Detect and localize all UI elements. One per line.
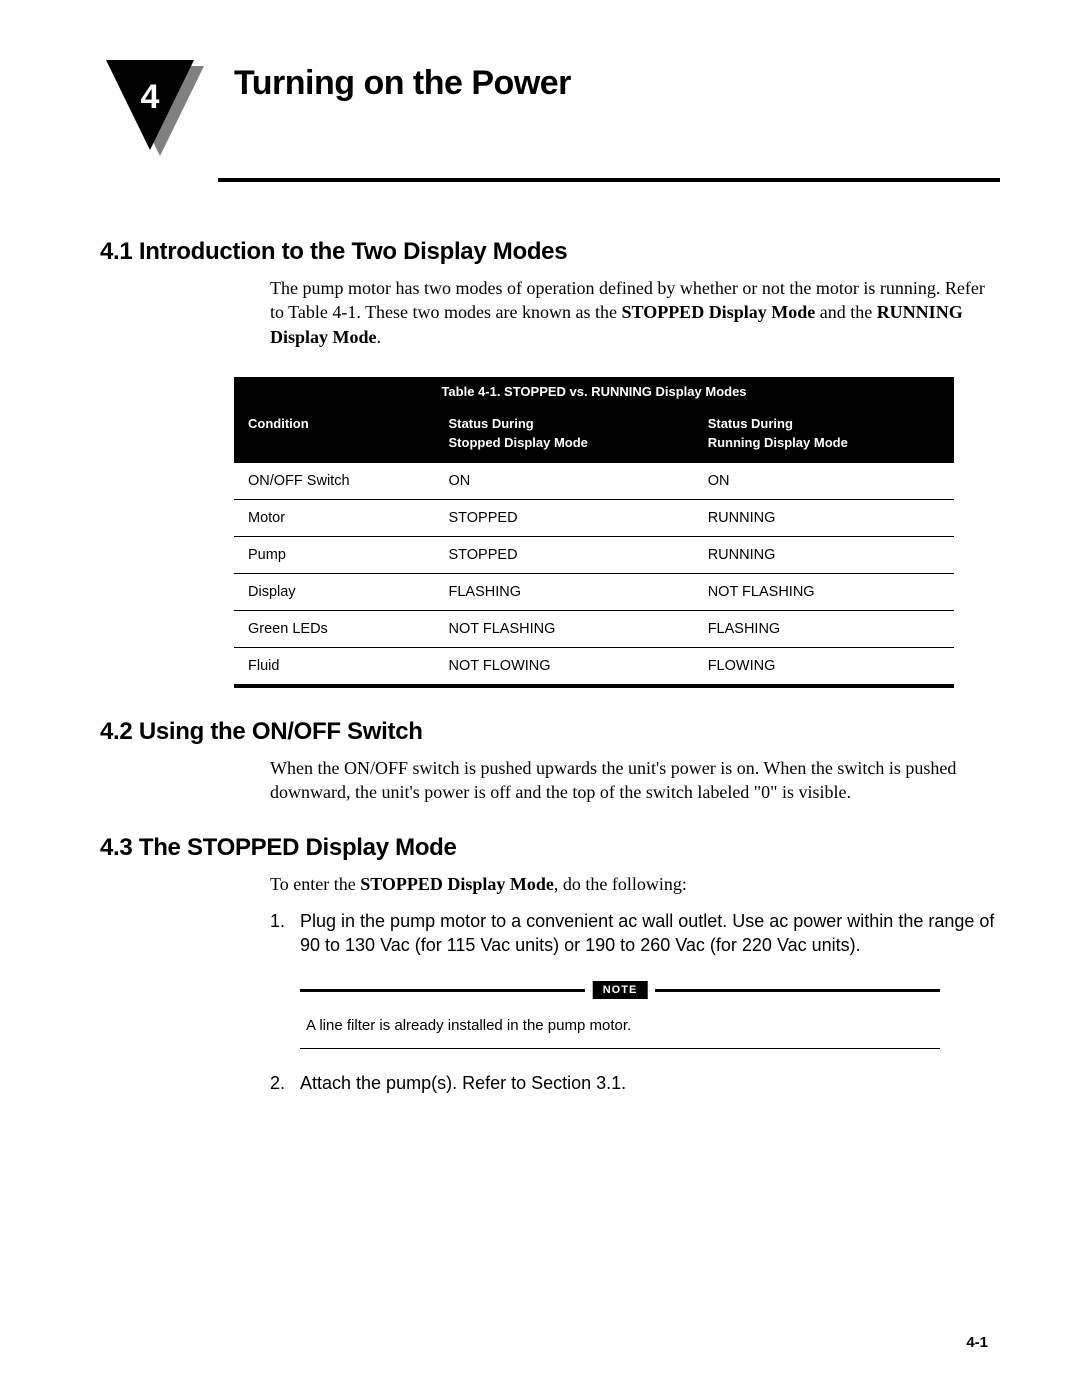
section-heading: 4.1 Introduction to the Two Display Mode… bbox=[100, 238, 1000, 266]
table-cell: RUNNING bbox=[694, 499, 954, 536]
section-4-2: 4.2 Using the ON/OFF Switch When the ON/… bbox=[100, 718, 1000, 805]
chapter-badge: 4 bbox=[100, 60, 210, 170]
note-box: NOTE A line filter is already installed … bbox=[300, 981, 940, 1049]
table-cell: STOPPED bbox=[435, 499, 694, 536]
text: Stopped Display Mode bbox=[449, 435, 588, 450]
chapter-number: 4 bbox=[100, 78, 200, 117]
page-number: 4-1 bbox=[966, 1334, 988, 1351]
table-caption: Table 4-1. STOPPED vs. RUNNING Display M… bbox=[234, 377, 954, 406]
table-row: MotorSTOPPEDRUNNING bbox=[234, 499, 954, 536]
table-header-cell: Status During Stopped Display Mode bbox=[435, 406, 694, 463]
text: Running Display Mode bbox=[708, 435, 848, 450]
table-cell: FLOWING bbox=[694, 647, 954, 686]
step-number: 2. bbox=[270, 1071, 300, 1095]
table-cell: FLASHING bbox=[435, 573, 694, 610]
text: Condition bbox=[248, 416, 309, 431]
text: To enter the bbox=[270, 874, 360, 894]
list-item: 1. Plug in the pump motor to a convenien… bbox=[270, 909, 1000, 958]
table-header-cell: Condition bbox=[234, 406, 435, 463]
table-cell: ON/OFF Switch bbox=[234, 463, 435, 500]
table-cell: ON bbox=[435, 463, 694, 500]
text-bold: STOPPED Display Mode bbox=[622, 302, 816, 322]
note-rule bbox=[300, 989, 585, 992]
section-heading: 4.3 The STOPPED Display Mode bbox=[100, 834, 1000, 862]
text-bold: STOPPED Display Mode bbox=[360, 874, 554, 894]
table-cell: NOT FLASHING bbox=[694, 573, 954, 610]
step-text: Attach the pump(s). Refer to Section 3.1… bbox=[300, 1071, 1000, 1095]
table-cell: ON bbox=[694, 463, 954, 500]
table-cell: Display bbox=[234, 573, 435, 610]
table-cell: Motor bbox=[234, 499, 435, 536]
text: . bbox=[377, 327, 382, 347]
table-cell: NOT FLOWING bbox=[435, 647, 694, 686]
header-rule bbox=[218, 178, 1000, 182]
section-paragraph: To enter the STOPPED Display Mode, do th… bbox=[270, 872, 1000, 896]
section-4-3: 4.3 The STOPPED Display Mode To enter th… bbox=[100, 834, 1000, 1095]
note-rule bbox=[655, 989, 940, 992]
step-number: 1. bbox=[270, 909, 300, 958]
step-list: 2. Attach the pump(s). Refer to Section … bbox=[270, 1071, 1000, 1095]
table-row: DisplayFLASHINGNOT FLASHING bbox=[234, 573, 954, 610]
section-4-1: 4.1 Introduction to the Two Display Mode… bbox=[100, 238, 1000, 688]
note-text: A line filter is already installed in th… bbox=[300, 999, 940, 1048]
table-row: Green LEDsNOT FLASHINGFLASHING bbox=[234, 610, 954, 647]
table-cell: Fluid bbox=[234, 647, 435, 686]
text: Status During bbox=[449, 416, 534, 431]
table-cell: Green LEDs bbox=[234, 610, 435, 647]
table-cell: RUNNING bbox=[694, 536, 954, 573]
section-paragraph: When the ON/OFF switch is pushed upwards… bbox=[270, 756, 1000, 805]
table-row: ON/OFF SwitchONON bbox=[234, 463, 954, 500]
note-rule bbox=[300, 1048, 940, 1049]
table-4-1: Table 4-1. STOPPED vs. RUNNING Display M… bbox=[234, 377, 954, 688]
text: Status During bbox=[708, 416, 793, 431]
table-header-cell: Status During Running Display Mode bbox=[694, 406, 954, 463]
step-list: 1. Plug in the pump motor to a convenien… bbox=[270, 909, 1000, 958]
step-text: Plug in the pump motor to a convenient a… bbox=[300, 909, 1000, 958]
list-item: 2. Attach the pump(s). Refer to Section … bbox=[270, 1071, 1000, 1095]
table-header-row: Condition Status During Stopped Display M… bbox=[234, 406, 954, 463]
text: and the bbox=[815, 302, 876, 322]
table-cell: NOT FLASHING bbox=[435, 610, 694, 647]
table-cell: STOPPED bbox=[435, 536, 694, 573]
note-header: NOTE bbox=[300, 981, 940, 999]
chapter-header: 4 Turning on the Power bbox=[100, 60, 1000, 170]
section-heading: 4.2 Using the ON/OFF Switch bbox=[100, 718, 1000, 746]
chapter-title: Turning on the Power bbox=[234, 60, 571, 103]
display-modes-table: Condition Status During Stopped Display M… bbox=[234, 406, 954, 688]
table-row: PumpSTOPPEDRUNNING bbox=[234, 536, 954, 573]
table-row: FluidNOT FLOWINGFLOWING bbox=[234, 647, 954, 686]
text: , do the following: bbox=[554, 874, 687, 894]
table-cell: Pump bbox=[234, 536, 435, 573]
note-label: NOTE bbox=[593, 981, 648, 999]
table-cell: FLASHING bbox=[694, 610, 954, 647]
section-paragraph: The pump motor has two modes of operatio… bbox=[270, 276, 1000, 349]
